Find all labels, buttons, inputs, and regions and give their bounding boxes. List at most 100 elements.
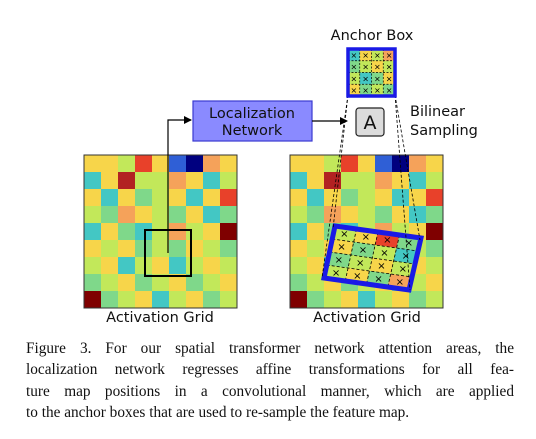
warped-sample-marker: ×	[377, 261, 385, 272]
left-grid-cell	[186, 206, 204, 224]
left-grid-cell	[203, 257, 221, 275]
localization-network-box	[192, 100, 313, 142]
anchor-box-cell	[359, 72, 372, 85]
right-grid-cell	[409, 172, 427, 190]
left-grid-cell	[135, 223, 153, 241]
left-grid-cell	[169, 257, 187, 275]
anchor-sample-marker: ×	[386, 51, 393, 60]
left-grid-cell	[186, 274, 204, 292]
right-grid-cell	[409, 291, 427, 309]
anchor-box-cell	[383, 72, 396, 85]
right-grid-cell	[307, 172, 325, 190]
left-grid-cell	[220, 257, 238, 275]
left-activation-grid	[84, 155, 238, 309]
caption-line: to the anchor boxes that are used to re-…	[26, 403, 410, 421]
left-grid-cell	[84, 240, 102, 258]
left-grid-cell	[152, 172, 170, 190]
warped-sample-marker: ×	[335, 255, 343, 266]
right-grid-cell	[358, 172, 376, 190]
left-grid-cell	[169, 172, 187, 190]
left-grid-cell	[118, 223, 136, 241]
anchor-sample-marker: ×	[351, 63, 358, 72]
left-grid-cell	[169, 223, 187, 241]
right-grid-cell	[375, 206, 393, 224]
input-arrow	[167, 116, 192, 253]
right-grid-cell	[375, 172, 393, 190]
warped-sample-marker: ×	[337, 242, 345, 253]
anchor-box-cell	[383, 60, 396, 73]
anchor-sample-marker: ×	[374, 86, 381, 95]
left-grid-cell	[101, 257, 119, 275]
right-grid-cell	[307, 291, 325, 309]
left-grid-cell	[135, 240, 153, 258]
right-grid-cell	[307, 274, 325, 292]
affine-matrix-symbol: A	[364, 112, 377, 134]
left-grid-cell	[118, 257, 136, 275]
anchor-box-cell	[371, 49, 384, 61]
right-grid-cell	[290, 223, 308, 241]
right-grid-cell	[341, 155, 359, 173]
right-grid-cell	[290, 206, 308, 224]
right-grid-cell	[358, 155, 376, 173]
left-grid-cell	[220, 223, 238, 241]
warped-grid-line	[329, 251, 416, 265]
right-grid-cell	[341, 206, 359, 224]
right-grid-cell	[341, 172, 359, 190]
right-grid-cell	[392, 172, 410, 190]
anchor-sample-marker: ×	[351, 74, 358, 83]
right-grid-cell	[290, 257, 308, 275]
left-grid-cell	[169, 291, 187, 309]
localization-network-label-line2: Network	[222, 123, 283, 139]
left-grid-frame	[83, 154, 238, 309]
warped-sample-marker: ×	[359, 245, 367, 256]
left-grid-cell	[220, 189, 238, 207]
anchor-sample-marker: ×	[362, 86, 369, 95]
anchor-sample-marker: ×	[351, 51, 358, 60]
anchor-sample-marker: ×	[351, 86, 358, 95]
left-grid-cell	[118, 189, 136, 207]
anchor-box-frame	[346, 47, 397, 98]
left-grid-cell	[186, 172, 204, 190]
anchor-box-cell	[371, 72, 384, 85]
anchor-sample-marker: ×	[374, 74, 381, 83]
left-grid-cell	[220, 291, 238, 309]
right-grid-cell	[324, 172, 342, 190]
left-grid-cell	[186, 223, 204, 241]
left-grid-cell	[84, 189, 102, 207]
anchor-sample-marker: ×	[374, 63, 381, 72]
right-grid-cell	[290, 172, 308, 190]
right-grid-cell	[307, 155, 325, 173]
left-grid-cell	[152, 155, 170, 173]
right-grid-cell	[307, 223, 325, 241]
right-grid-cell	[324, 155, 342, 173]
anchor-box-cell	[348, 84, 360, 97]
right-grid-cell	[307, 257, 325, 275]
left-grid-cell	[101, 206, 119, 224]
right-grid-cell	[409, 206, 427, 224]
warped-sample-marker: ×	[340, 229, 348, 240]
caption-line: Figure 3. For our spatial transformer ne…	[26, 340, 514, 357]
anchor-box-cell	[383, 49, 396, 61]
right-grid-cell	[290, 155, 308, 173]
right-grid-cell	[392, 189, 410, 207]
left-grid-cell	[152, 223, 170, 241]
right-grid-cell	[290, 274, 308, 292]
anchor-sample-marker: ×	[374, 51, 381, 60]
left-grid-cell	[220, 206, 238, 224]
stn-attention-diagram: Activation Grid Activation Grid × × × ×× × × ×…	[83, 28, 478, 325]
left-grid-cell	[101, 189, 119, 207]
right-grid-cell	[426, 223, 444, 241]
anchor-sample-marker: ×	[386, 63, 393, 72]
left-grid-cell	[203, 291, 221, 309]
left-grid-cell	[152, 257, 170, 275]
anchor-box-cell	[383, 84, 396, 97]
left-grid-cell	[101, 291, 119, 309]
warped-sample-marker: ×	[356, 258, 364, 269]
right-grid-cell	[290, 189, 308, 207]
left-grid-cell	[169, 274, 187, 292]
left-grid-cell	[152, 274, 170, 292]
left-grid-cell	[101, 172, 119, 190]
anchor-box-cell	[359, 84, 372, 97]
right-grid-cell	[426, 240, 444, 258]
left-grid-cell	[203, 206, 221, 224]
